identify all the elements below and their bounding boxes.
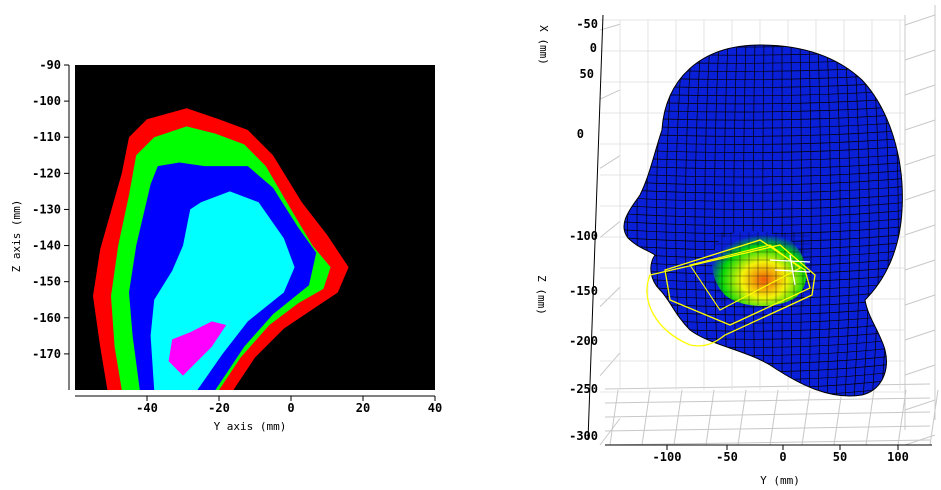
grid-floor-v-7 [833, 389, 843, 446]
grid-left-2 [599, 155, 621, 169]
grid-right-h-10 [904, 364, 936, 376]
grid-floor-v-5 [769, 389, 779, 446]
grid-right-h-2 [904, 84, 936, 96]
x3d-tick-label-4: 100 [887, 450, 909, 464]
grid-floor-h-3 [604, 397, 931, 404]
grid-floor-h-1 [604, 425, 931, 432]
mesh-h [623, 161, 903, 170]
y-tick-label-4: -130 [32, 202, 61, 216]
y-tick-label-7: -160 [32, 311, 61, 325]
mesh-h [623, 193, 903, 202]
y-tick-label-6: -150 [32, 275, 61, 289]
y-tick-label-2: -110 [32, 130, 61, 144]
beam-center [769, 254, 811, 286]
y-tick-label-8: -170 [32, 347, 61, 361]
mesh-h [623, 201, 903, 210]
grid-right-h-12 [904, 434, 936, 446]
x-tick-label-0: -40 [136, 401, 158, 415]
x-tick-label-4: 40 [428, 401, 442, 415]
surface-plot: -100 -50 0 50 100 -100 -150 -200 -250 -300 0 -50 0 50… [535, 5, 939, 487]
mesh-h [623, 177, 903, 186]
contour-levels [93, 108, 349, 391]
x-tick-label-1: -20 [208, 401, 230, 415]
x3d-tick-label-3: 50 [833, 450, 847, 464]
grid-floor-v-4 [737, 389, 747, 446]
mesh-h [623, 185, 903, 194]
x-axis-label: Y axis (mm) [214, 420, 287, 433]
surface-axes: -100 -50 0 50 100 -100 -150 -200 -250 -300 0 -50 0 50 [569, 14, 932, 464]
y-tick-label-0: -90 [39, 58, 61, 72]
depth-tick-label-0: -50 [576, 17, 598, 31]
x-tick-label-2: 0 [287, 401, 294, 415]
grid-floor-v-6 [801, 389, 811, 446]
grid-left-3 [599, 220, 621, 238]
z3d-tick-label-extra: 0 [577, 127, 584, 141]
grid-floor-h-2 [604, 411, 931, 418]
grid-left-4 [599, 286, 621, 308]
grid-right-h-4 [904, 154, 936, 166]
mesh-v [817, 45, 822, 396]
contour-plot: -40 -20 0 20 40 -90 -100 -110 -120 -130 -140 -150 -1… [10, 58, 442, 433]
y-tick-label-1: -100 [32, 94, 61, 108]
grid-left-0 [599, 23, 621, 31]
x-tick-label-3: 20 [356, 401, 370, 415]
z3d-tick-label-3: -250 [569, 382, 598, 396]
mesh-v [853, 45, 860, 396]
grid-floor-v-8 [865, 389, 875, 446]
grid-floor-h-4 [604, 383, 931, 390]
y-axis-label-3d: Y (mm) [760, 474, 800, 487]
grid-right-h-1 [904, 49, 936, 61]
x-axis-label-3d: X (mm) [537, 25, 550, 65]
grid-right-h-9 [904, 329, 936, 341]
z-axis-label-3d: Z (mm) [535, 275, 548, 315]
depth-tick-label-2: 50 [580, 67, 594, 81]
grid-left-1 [599, 89, 621, 100]
grid-left-6 [599, 418, 621, 446]
z3d-tick-label-0: -100 [569, 229, 598, 243]
z3d-tick-label-1: -150 [569, 284, 598, 298]
mesh-h [623, 209, 903, 218]
y-axis-label: Z axis (mm) [10, 200, 23, 273]
grid-right-h-8 [904, 294, 936, 306]
beam-outline-2 [664, 239, 811, 326]
x3d-tick-label-2: 0 [779, 450, 786, 464]
z3d-axis-line [587, 14, 604, 441]
mesh-v [826, 45, 831, 396]
mesh-v [844, 45, 851, 396]
grid-floor-v-1 [641, 389, 651, 446]
beam-outline-1 [646, 244, 816, 347]
grid-right-h-3 [904, 119, 936, 131]
mesh-h [623, 169, 903, 178]
grid-right-h-7 [904, 259, 936, 271]
contour-axes: -40 -20 0 20 40 -90 -100 -110 -120 -130 -140 -150 -1… [32, 58, 442, 415]
grid-right-h-11 [904, 399, 936, 411]
grid-floor-h-0 [604, 439, 931, 446]
mesh-v [608, 40, 620, 400]
x3d-tick-label-1: -50 [716, 450, 738, 464]
contour-level-4 [168, 321, 227, 376]
depth-tick-label-1: 0 [590, 41, 597, 55]
dose-region [712, 231, 807, 306]
x3d-tick-label-0: -100 [653, 450, 682, 464]
mesh-v [808, 45, 812, 396]
head-shape [623, 44, 903, 397]
y-tick-label-3: -120 [32, 166, 61, 180]
z3d-tick-label-4: -300 [569, 429, 598, 443]
z3d-tick-label-2: -200 [569, 334, 598, 348]
grid-floor-v-3 [705, 389, 715, 446]
grid-right-h-0 [904, 14, 936, 26]
grid-left-5 [599, 352, 621, 377]
mesh-v [799, 45, 802, 396]
mesh-v [862, 45, 870, 396]
beam-outline-3 [689, 244, 802, 311]
grid-floor-v-0 [609, 389, 619, 446]
mesh-h [623, 217, 903, 227]
y-tick-label-5: -140 [32, 239, 61, 253]
grid-right-h-6 [904, 224, 936, 236]
grid-floor-v-2 [673, 389, 683, 446]
grid-right-h-5 [904, 189, 936, 201]
head-surface [608, 40, 903, 400]
